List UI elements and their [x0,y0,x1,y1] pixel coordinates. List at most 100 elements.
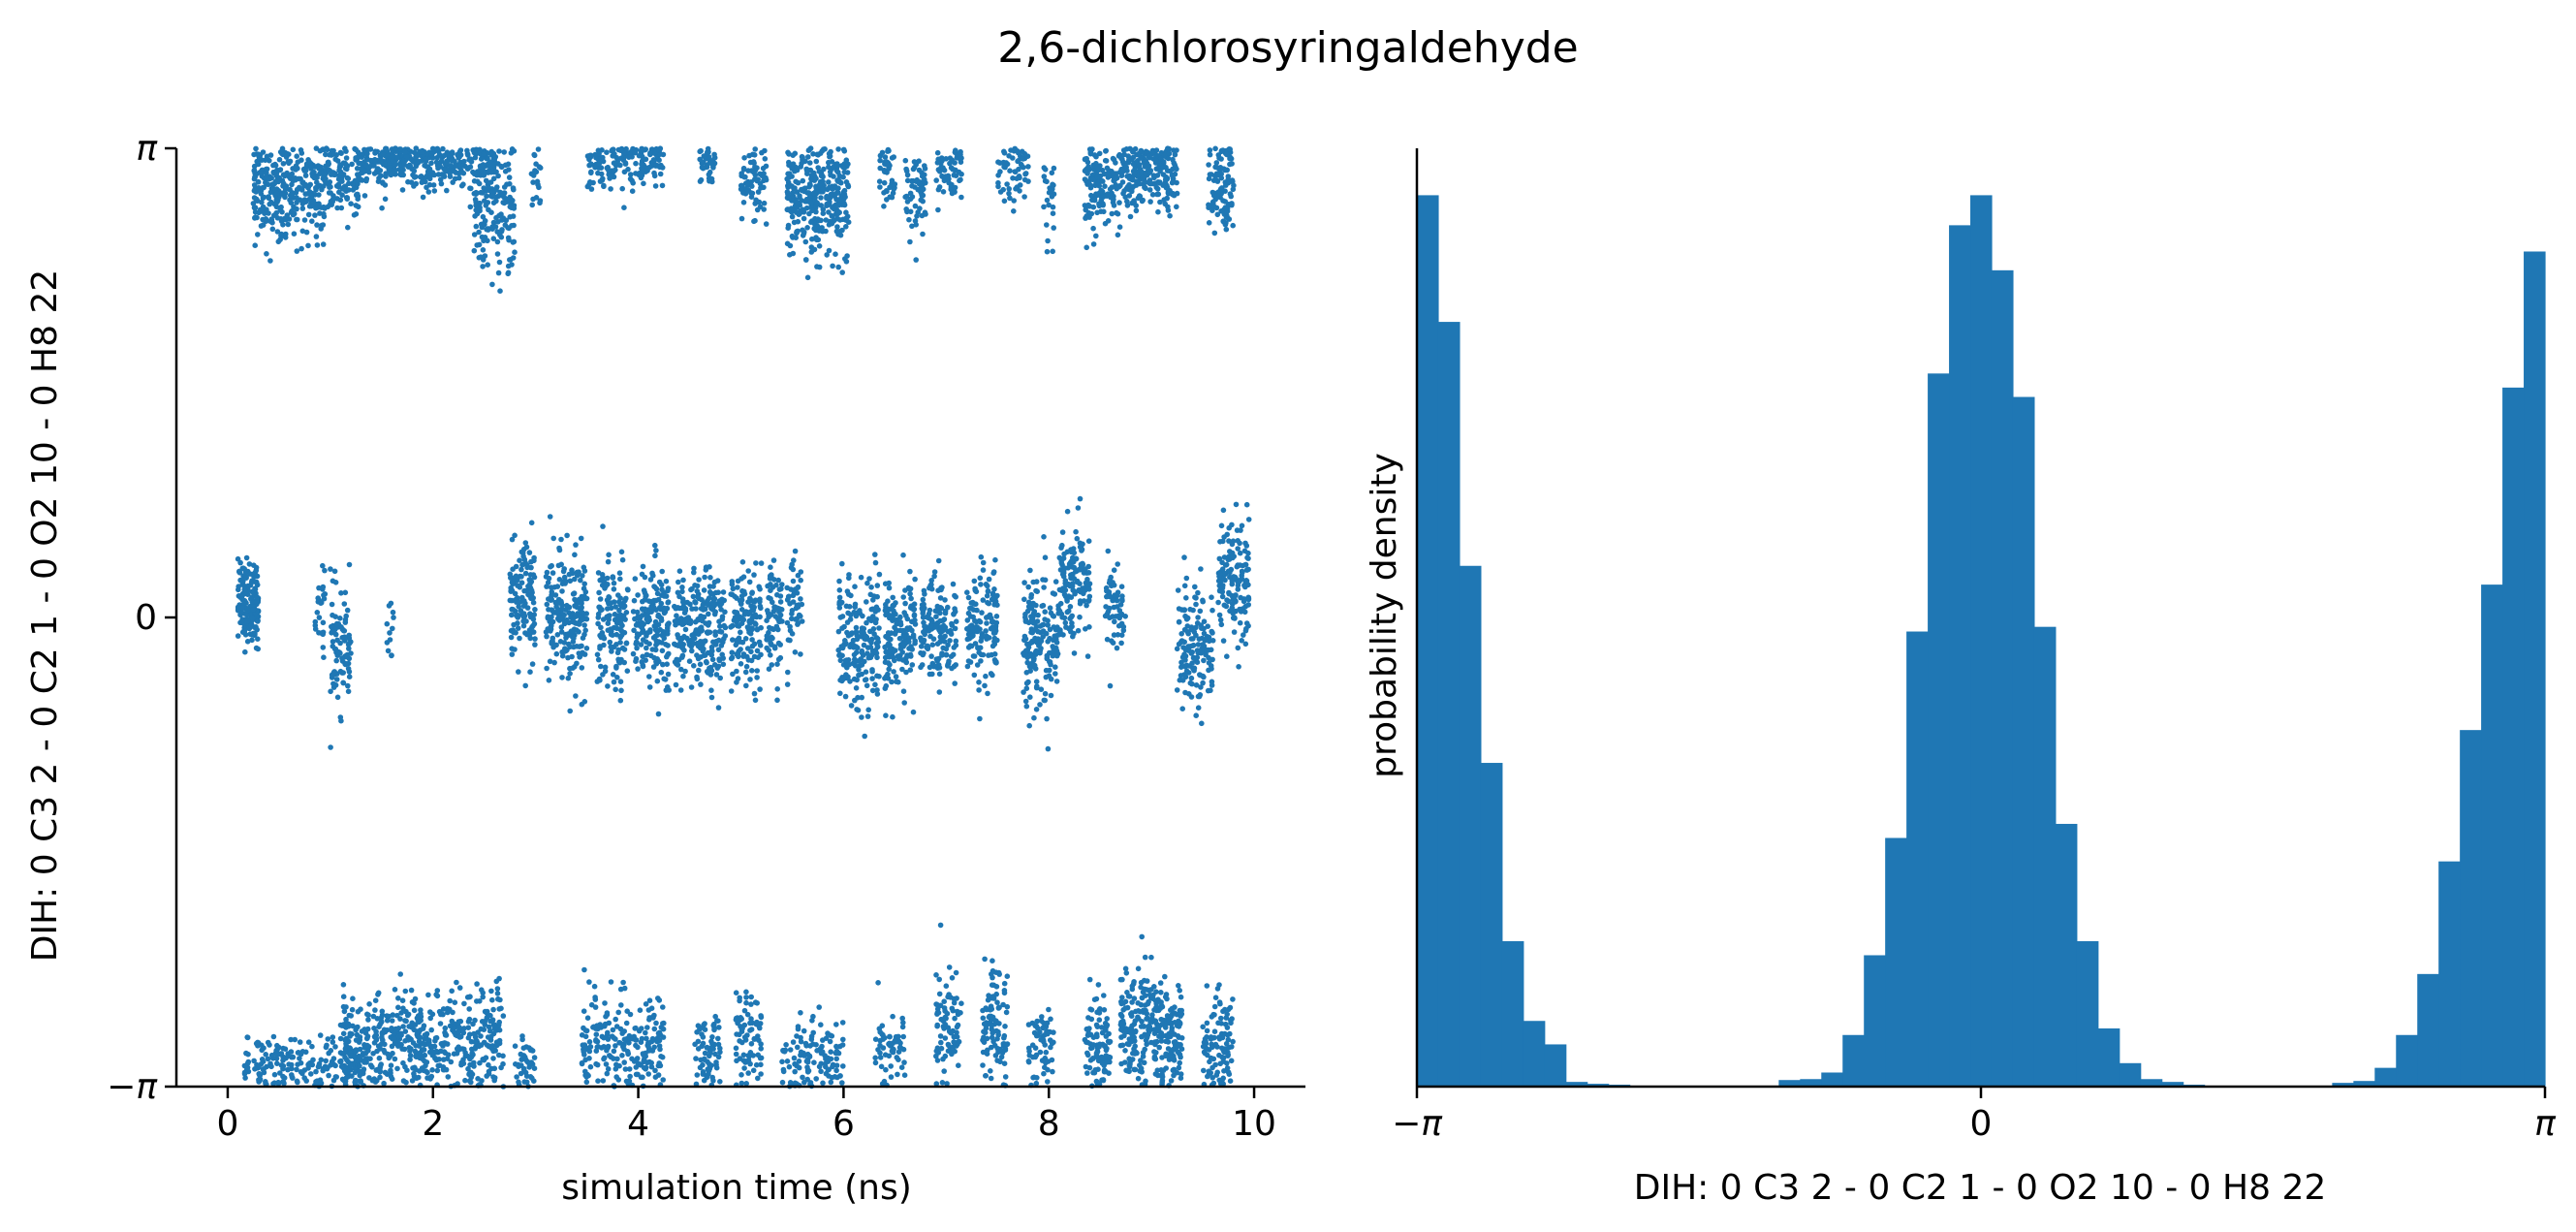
scatter-point [992,556,998,563]
scatter-point [1081,598,1087,604]
scatter-point [692,599,698,605]
scatter-point [274,215,281,221]
scatter-point [795,179,801,186]
scatter-point [967,605,973,612]
scatter-point [741,155,747,161]
scatter-point [1232,599,1239,605]
scatter-point [613,642,619,648]
scatter-point [301,217,308,223]
scatter-point [359,177,365,183]
scatter-point [246,561,253,567]
scatter-point [358,166,364,172]
scatter-point [749,643,756,649]
scatter-point [711,611,718,617]
scatter-point [1105,171,1111,176]
scatter-point [1118,611,1125,617]
scatter-point [1085,164,1091,170]
scatter-point [510,198,516,204]
scatter-point [1045,639,1051,645]
scatter-point [424,163,429,170]
scatter-point [1104,165,1111,172]
scatter-point [971,578,978,584]
scatter-point [548,563,553,570]
scatter-point [751,152,758,158]
scatter-point [516,669,521,675]
scatter-point [461,158,467,165]
scatter-point [478,254,484,261]
scatter-point [507,597,514,604]
scatter-point [748,194,755,200]
scatter-point [829,159,835,165]
scatter-point [658,582,665,588]
scatter-point [550,570,556,576]
scatter-point [957,177,962,184]
scatter-point [490,200,497,205]
scatter-point [811,170,817,176]
scatter-point [1085,538,1092,544]
scatter-point [696,667,702,674]
scatter-point [757,643,764,648]
scatter-point [820,186,826,193]
scatter-point [687,601,693,608]
scatter-point [909,223,915,230]
scatter-point [694,588,701,594]
scatter-point [582,588,589,595]
scatter-point [317,171,323,176]
scatter-point [430,182,437,188]
scatter-point [883,612,889,618]
scatter-point [1245,550,1251,556]
scatter-point [715,647,722,653]
scatter-point [853,644,859,649]
scatter-point [346,180,352,187]
scatter-point [1048,187,1053,194]
scatter-point [949,190,956,197]
scatter-point [588,186,595,192]
scatter-point [991,641,998,648]
scatter-point [958,194,964,201]
scatter-point [1057,600,1064,607]
scatter-cluster [835,552,883,740]
scatter-point [862,677,868,683]
scatter-point [629,188,636,194]
scatter-point [361,193,368,199]
scatter-point [907,190,914,197]
scatter-point [266,195,272,202]
scatter-point [762,156,769,162]
scatter-point [941,616,948,622]
scatter-point [1049,194,1055,200]
scatter-cluster [1215,501,1252,670]
scatter-point [633,160,639,167]
scatter-point [1165,204,1171,210]
scatter-point [873,635,880,641]
scatter-point [1037,648,1044,654]
scatter-point [546,607,551,613]
scatter-point [652,553,658,559]
scatter-point [413,145,420,151]
scatter-point [1179,706,1185,711]
scatter-point [1027,694,1033,700]
scatter-point [1022,616,1029,623]
scatter-point [354,192,360,199]
scatter-point [757,614,763,620]
scatter-point [1059,529,1066,535]
scatter-point [1100,194,1107,200]
scatter-point [1090,241,1097,247]
scatter-point [874,643,881,649]
scatter-point [743,663,750,670]
scatter-point [518,566,524,573]
scatter-point [764,633,770,639]
scatter-point [1237,550,1243,556]
scatter-point [621,169,628,175]
scatter-point [843,224,849,230]
scatter-point [345,688,352,695]
scatter-point [985,587,991,594]
scatter-point [818,195,824,201]
scatter-point [257,152,264,158]
scatter-point [1217,616,1224,623]
scatter-point [570,617,576,623]
scatter-point [535,146,542,152]
scatter-point [544,633,550,640]
scatter-point [1079,548,1084,553]
scatter-point [611,679,617,685]
scatter-point [897,621,904,628]
